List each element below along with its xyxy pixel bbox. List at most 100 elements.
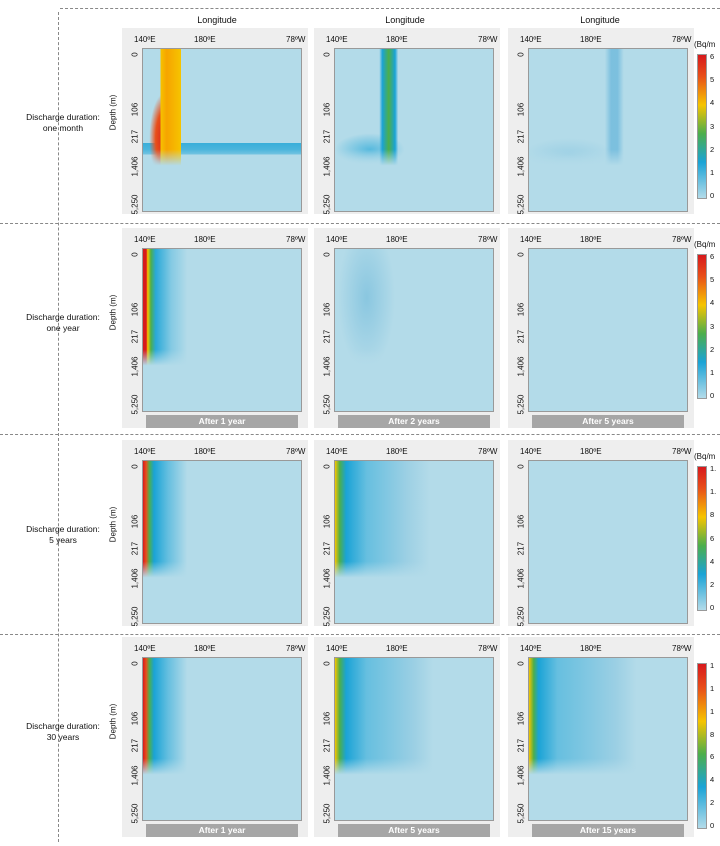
heatmap-panel-r4-c2 <box>334 657 494 821</box>
y-tick-label: 106 <box>516 711 526 726</box>
time-after-label: After 1 year <box>146 415 298 428</box>
y-tick-label: 0 <box>516 252 526 257</box>
y-tick-label: 106 <box>322 711 332 726</box>
row-label-line1: Discharge duration: <box>26 312 100 322</box>
y-axis-label: Depth (m) <box>108 94 118 131</box>
colorbar-tick: 6 <box>710 533 715 543</box>
colorbar-tick: 1 <box>710 683 715 693</box>
x-tick-label: 140ºE <box>134 447 156 456</box>
row-label-line2: 30 years <box>46 732 80 742</box>
y-tick-label: 217 <box>322 738 332 753</box>
heatmap-panel-r1-c3 <box>528 48 688 212</box>
x-tick-label: 78ºW <box>672 644 692 653</box>
y-tick-label: 5,250 <box>130 803 140 824</box>
row-label-line1: Discharge duration: <box>26 524 100 534</box>
y-tick-label: 106 <box>516 102 526 117</box>
y-tick-label: 1,406 <box>516 765 526 786</box>
y-tick-label: 106 <box>516 514 526 529</box>
x-tick-label: 140ºE <box>134 35 156 44</box>
colorbar-tick: 6 <box>710 752 715 762</box>
y-tick-label: 5,250 <box>516 606 526 627</box>
y-tick-label: 5,250 <box>516 194 526 215</box>
y-tick-label: 1,406 <box>322 356 332 377</box>
x-tick-label: 180ºE <box>194 644 216 653</box>
y-tick-label: 0 <box>322 252 332 257</box>
y-tick-label: 5,250 <box>322 394 332 415</box>
row-label-line2: 5 years <box>49 535 77 545</box>
column-header-3: Longitude <box>580 15 620 25</box>
y-axis-label: Depth (m) <box>108 703 118 740</box>
colorbar-tick: 1 <box>710 367 715 377</box>
colorbar-tick: 1 <box>710 167 715 177</box>
y-tick-label: 1,406 <box>130 356 140 377</box>
colorbar-tick: 0 <box>710 191 715 200</box>
y-tick-label: 5,250 <box>516 803 526 824</box>
x-tick-label: 140ºE <box>520 35 542 44</box>
x-tick-label: 140ºE <box>520 644 542 653</box>
y-tick-label: 106 <box>130 514 140 529</box>
y-tick-label: 0 <box>516 52 526 57</box>
colorbar-unit: (Bq/m <box>694 40 716 49</box>
y-tick-label: 5,250 <box>130 394 140 415</box>
colorbar-tick: 5 <box>710 275 715 285</box>
row-separator-2 <box>0 434 720 435</box>
y-tick-label: 217 <box>130 329 140 344</box>
x-tick-label: 78ºW <box>478 35 498 44</box>
x-tick-label: 180ºE <box>580 35 602 44</box>
y-tick-label: 5,250 <box>322 803 332 824</box>
y-tick-label: 0 <box>322 661 332 666</box>
y-tick-label: 1,406 <box>130 156 140 177</box>
y-tick-label: 1,406 <box>130 765 140 786</box>
time-after-label: After 5 years <box>338 824 490 837</box>
y-axis-label: Depth (m) <box>108 506 118 543</box>
colorbar-unit: (Bq/m <box>694 452 716 461</box>
colorbar-tick: 4 <box>710 98 715 108</box>
colorbar-tick: 1. <box>710 464 717 473</box>
colorbar <box>697 466 707 611</box>
x-tick-label: 180ºE <box>580 447 602 456</box>
x-tick-label: 78ºW <box>286 235 306 244</box>
x-tick-label: 78ºW <box>672 235 692 244</box>
x-tick-label: 180ºE <box>386 644 408 653</box>
y-tick-label: 1,406 <box>322 568 332 589</box>
y-tick-label: 0 <box>130 52 140 57</box>
colorbar-tick: 4 <box>710 556 715 566</box>
heatmap-panel-r3-c1 <box>142 460 302 624</box>
y-tick-label: 106 <box>130 302 140 317</box>
y-tick-label: 217 <box>322 129 332 144</box>
colorbar-tick: 0 <box>710 603 715 612</box>
time-after-label: After 15 years <box>532 824 684 837</box>
x-tick-label: 180ºE <box>194 35 216 44</box>
colorbar-tick: 2 <box>710 798 715 808</box>
colorbar-tick: 2 <box>710 144 715 154</box>
y-axis-label: Depth (m) <box>108 294 118 331</box>
row-separator-3 <box>0 634 720 635</box>
row-separator-1 <box>0 223 720 224</box>
heatmap-panel-r3-c3 <box>528 460 688 624</box>
time-after-label: After 1 year <box>146 824 298 837</box>
y-tick-label: 217 <box>130 541 140 556</box>
y-tick-label: 106 <box>322 302 332 317</box>
colorbar-tick: 4 <box>710 298 715 308</box>
row-label-4: Discharge duration: 30 years <box>8 721 118 743</box>
y-tick-label: 5,250 <box>322 194 332 215</box>
x-tick-label: 180ºE <box>386 35 408 44</box>
colorbar-tick: 4 <box>710 775 715 785</box>
colorbar-tick: 3 <box>710 121 715 131</box>
x-tick-label: 140ºE <box>326 35 348 44</box>
y-tick-label: 0 <box>322 464 332 469</box>
heatmap-panel-r2-c2 <box>334 248 494 412</box>
x-tick-label: 180ºE <box>386 447 408 456</box>
row-label-1: Discharge duration: one month <box>8 112 118 134</box>
y-tick-label: 1,406 <box>322 765 332 786</box>
colorbar-tick: 8 <box>710 510 715 520</box>
y-tick-label: 0 <box>130 464 140 469</box>
colorbar-tick: 0 <box>710 391 715 400</box>
heatmap-panel-r1-c2 <box>334 48 494 212</box>
y-tick-label: 217 <box>322 541 332 556</box>
x-tick-label: 180ºE <box>580 235 602 244</box>
x-tick-label: 180ºE <box>194 447 216 456</box>
y-tick-label: 106 <box>516 302 526 317</box>
colorbar-tick: 1 <box>710 706 715 716</box>
y-tick-label: 106 <box>130 102 140 117</box>
